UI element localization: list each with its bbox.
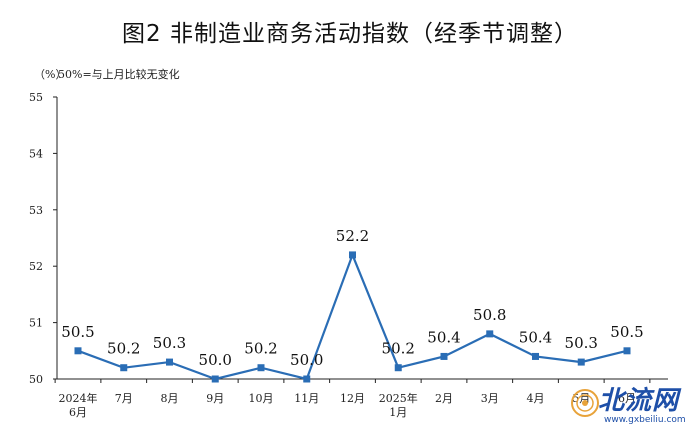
x-tick-label: 7月 xyxy=(115,392,133,405)
x-tick-label: 2024年 6月 xyxy=(59,391,98,419)
axes xyxy=(56,97,668,380)
data-label: 50.2 xyxy=(107,340,140,358)
data-labels: 50.5 50.2 50.3 50.0 50.2 50.0 52.2 50.2 50.4 50.8… xyxy=(61,227,643,369)
data-point xyxy=(211,375,219,383)
x-tick-label: 9月 xyxy=(206,392,224,405)
data-point xyxy=(532,352,539,360)
data-point xyxy=(440,352,448,360)
data-label: 50.4 xyxy=(427,328,460,346)
data-label: 50.5 xyxy=(610,323,643,341)
x-tick-label: 2月 xyxy=(435,392,453,405)
y-tick-label: 53 xyxy=(29,204,43,217)
series-line xyxy=(77,251,628,381)
y-tick-label: 54 xyxy=(29,147,43,160)
unit-label: （%） xyxy=(34,68,67,81)
watermark-text: 北流网 xyxy=(598,386,680,416)
data-label: 50.2 xyxy=(244,340,277,358)
data-point xyxy=(74,347,82,355)
x-tick-label: 8月 xyxy=(161,392,179,405)
data-label: 50.5 xyxy=(61,323,94,341)
data-point xyxy=(120,364,128,372)
data-point xyxy=(623,347,631,355)
y-tick-label: 50 xyxy=(29,373,43,386)
data-label: 50.2 xyxy=(382,340,415,358)
x-tick-label: 6月 xyxy=(618,392,636,405)
data-point xyxy=(394,364,402,372)
data-point xyxy=(166,358,173,366)
data-label: 50.3 xyxy=(565,334,598,352)
y-ticks: 50 51 52 53 54 55 xyxy=(29,91,57,386)
x-tick-label: 11月 xyxy=(294,392,319,405)
data-label: 50.3 xyxy=(153,334,186,352)
y-tick-label: 52 xyxy=(29,260,43,273)
data-label: 52.2 xyxy=(336,227,369,245)
watermark-url: www.gxbeiliu.com xyxy=(604,415,686,425)
x-tick-label: 12月 xyxy=(340,392,365,405)
data-points xyxy=(74,251,631,383)
data-label: 50.8 xyxy=(473,306,506,324)
data-label: 50.0 xyxy=(290,351,323,369)
data-point xyxy=(349,251,356,259)
x-tick-label: 2025年 1月 xyxy=(379,391,418,419)
watermark: 北流网 www.gxbeiliu.com xyxy=(570,382,696,432)
data-point xyxy=(486,330,494,338)
chart-title: 图2 非制造业商务活动指数（经季节调整） xyxy=(122,21,578,47)
note-label: 50%=与上月比较无变化 xyxy=(58,68,180,81)
y-tick-label: 51 xyxy=(29,317,43,330)
x-tick-label: 10月 xyxy=(249,392,274,405)
y-tick-label: 55 xyxy=(29,91,43,104)
x-tick-label: 4月 xyxy=(527,392,545,405)
data-point xyxy=(303,375,311,383)
data-label: 50.4 xyxy=(519,328,552,346)
data-label: 50.0 xyxy=(199,351,232,369)
x-tick-label: 3月 xyxy=(481,392,499,405)
data-point xyxy=(257,364,265,372)
seal-icon xyxy=(571,389,599,417)
data-point xyxy=(577,358,585,366)
